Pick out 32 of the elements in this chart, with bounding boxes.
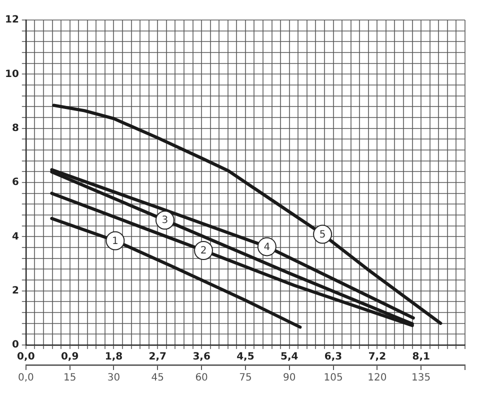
x-tick-label: 5,4 [280, 352, 298, 363]
x2-tick-label: 90 [283, 372, 296, 384]
annotation: 2 [200, 246, 207, 257]
y-tick-label: 6 [12, 177, 19, 188]
x2-tick-label: 135 [412, 372, 431, 384]
y-tick-label: 4 [12, 231, 19, 242]
x-tick-label: 3,6 [192, 352, 210, 363]
x-tick-label: 0,0 [17, 352, 35, 363]
annotation: 4 [264, 242, 270, 253]
x2-tick-label: 120 [368, 372, 387, 384]
y-tick-label: 10 [4, 68, 19, 80]
x2-tick-label: 60 [195, 372, 208, 384]
y-tick-label: 12 [4, 14, 19, 26]
annotation: 3 [162, 215, 168, 226]
x-tick-label: 6,3 [324, 352, 342, 363]
y-tick-label: 0 [12, 340, 19, 351]
y-tick-label: 2 [12, 285, 19, 296]
x-tick-label: 7,2 [368, 352, 386, 363]
annotation: 5 [319, 229, 326, 240]
x-tick-label: 8,1 [412, 352, 430, 363]
x-tick-label: 2,7 [148, 352, 167, 363]
x2-tick-label: 15 [63, 372, 76, 384]
x-tick-label: 0,9 [60, 352, 79, 363]
x2-tick-label: 105 [324, 372, 343, 384]
x2-tick-label: 45 [151, 372, 164, 384]
annotation: 1 [112, 236, 118, 247]
y-tick-label: 8 [12, 122, 19, 134]
x-tick-label: 1,8 [104, 352, 123, 363]
x2-tick-label: 75 [239, 372, 252, 384]
x2-tick-label: 30 [107, 372, 120, 384]
x2-tick-label: 0,0 [18, 372, 34, 384]
x-tick-label: 4,5 [236, 352, 254, 363]
